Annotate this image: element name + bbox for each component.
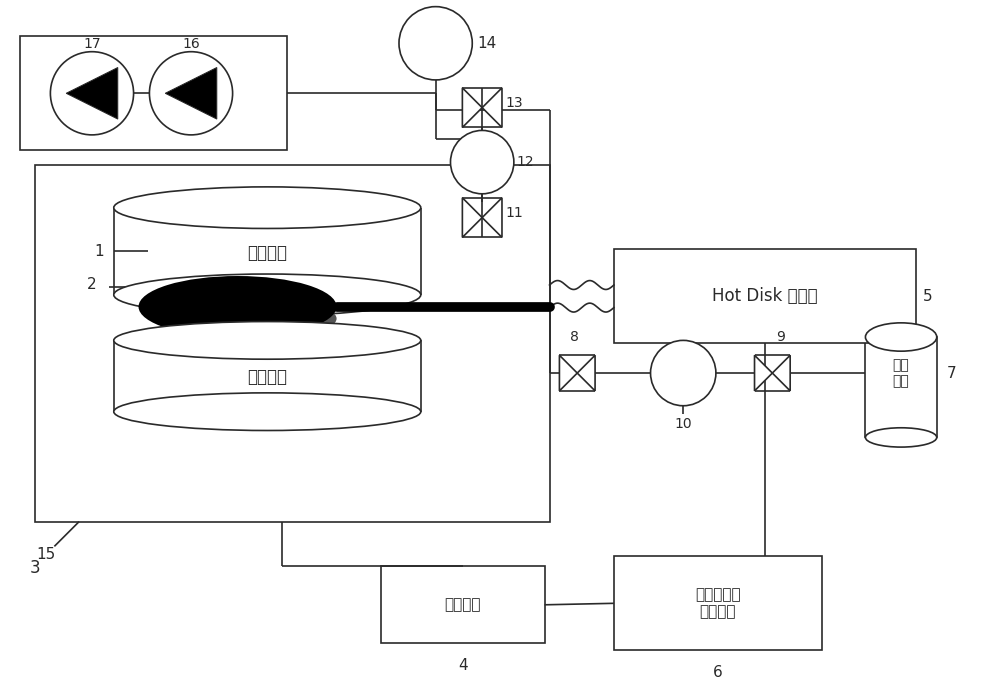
Text: 9: 9 bbox=[776, 330, 785, 345]
Ellipse shape bbox=[114, 187, 421, 228]
Text: 5: 5 bbox=[923, 289, 933, 304]
Polygon shape bbox=[559, 355, 577, 391]
Ellipse shape bbox=[865, 428, 937, 447]
Circle shape bbox=[399, 7, 472, 80]
Ellipse shape bbox=[139, 276, 337, 337]
Text: 4: 4 bbox=[458, 658, 468, 673]
Circle shape bbox=[450, 131, 514, 194]
Ellipse shape bbox=[865, 323, 937, 351]
Text: 12: 12 bbox=[517, 155, 535, 169]
Text: 11: 11 bbox=[505, 206, 523, 220]
Text: 17: 17 bbox=[83, 37, 101, 51]
Text: 15: 15 bbox=[37, 547, 56, 562]
Polygon shape bbox=[165, 67, 217, 119]
Ellipse shape bbox=[198, 300, 337, 337]
Text: 14: 14 bbox=[478, 36, 497, 51]
Bar bbox=[381, 566, 545, 644]
Text: 7: 7 bbox=[947, 366, 956, 381]
Bar bbox=[614, 556, 822, 650]
Polygon shape bbox=[755, 355, 772, 391]
Text: 2: 2 bbox=[87, 277, 97, 292]
Circle shape bbox=[50, 52, 134, 135]
Bar bbox=[20, 36, 287, 151]
Text: 被测材料: 被测材料 bbox=[247, 244, 287, 262]
Bar bbox=[865, 337, 937, 437]
Text: 6: 6 bbox=[713, 665, 723, 680]
Text: 10: 10 bbox=[674, 417, 692, 430]
Bar bbox=[35, 165, 550, 522]
Text: Hot Disk 导热仪: Hot Disk 导热仪 bbox=[712, 287, 818, 305]
Circle shape bbox=[149, 52, 233, 135]
Text: 数据采集与
控制系统: 数据采集与 控制系统 bbox=[695, 587, 741, 620]
Text: 温控系统: 温控系统 bbox=[445, 597, 481, 612]
Polygon shape bbox=[462, 197, 482, 238]
Text: 3: 3 bbox=[29, 559, 40, 577]
Ellipse shape bbox=[114, 321, 421, 359]
Polygon shape bbox=[577, 355, 595, 391]
Ellipse shape bbox=[114, 393, 421, 430]
Polygon shape bbox=[66, 67, 118, 119]
Polygon shape bbox=[482, 88, 502, 127]
Bar bbox=[614, 249, 916, 343]
Text: 被测材料: 被测材料 bbox=[247, 368, 287, 386]
Text: 1: 1 bbox=[94, 244, 104, 259]
Polygon shape bbox=[772, 355, 790, 391]
Text: 16: 16 bbox=[182, 37, 200, 51]
Text: 高压
气源: 高压 气源 bbox=[893, 358, 909, 388]
Polygon shape bbox=[462, 88, 482, 127]
Ellipse shape bbox=[114, 274, 421, 315]
Circle shape bbox=[651, 340, 716, 406]
Text: 8: 8 bbox=[570, 330, 579, 345]
Polygon shape bbox=[482, 197, 502, 238]
Text: 13: 13 bbox=[505, 96, 523, 110]
